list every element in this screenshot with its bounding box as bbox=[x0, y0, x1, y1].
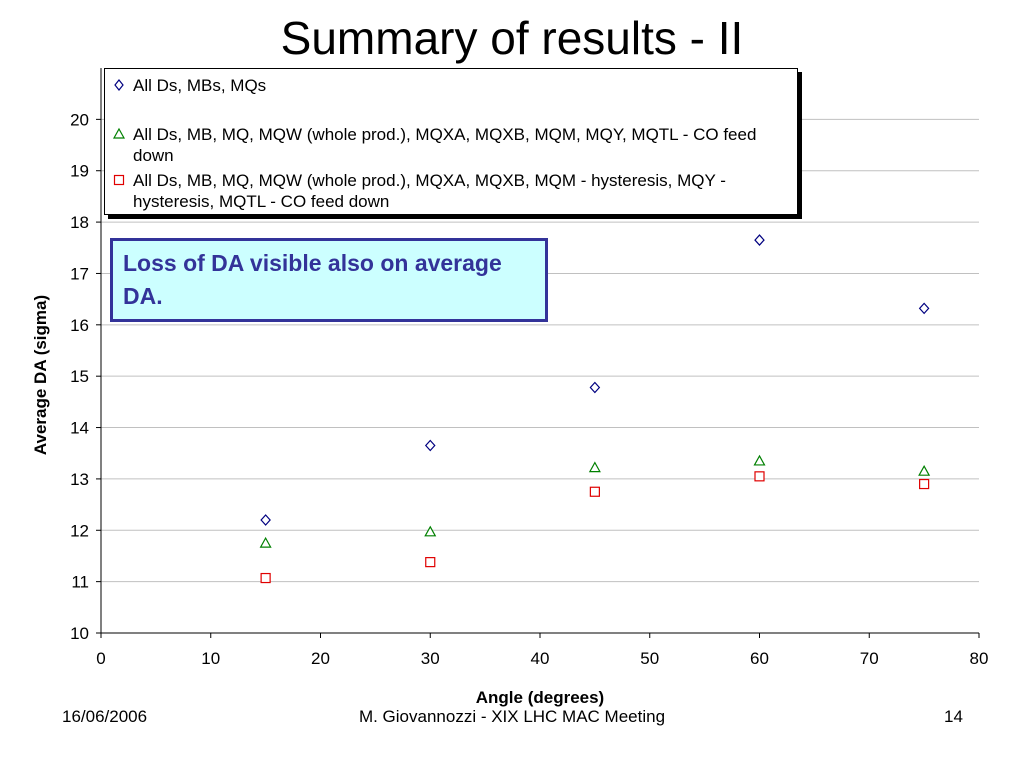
data-point-series-2-angle-60 bbox=[753, 454, 766, 466]
x-tick-label: 20 bbox=[311, 649, 330, 668]
x-tick-label: 50 bbox=[640, 649, 659, 668]
data-point-series-1-angle-15 bbox=[260, 514, 271, 526]
x-tick-label: 10 bbox=[201, 649, 220, 668]
x-tick-label: 40 bbox=[531, 649, 550, 668]
data-point-series-3-angle-15 bbox=[260, 572, 271, 584]
x-axis-label: Angle (degrees) bbox=[476, 688, 604, 707]
data-point-series-2-angle-45 bbox=[588, 461, 601, 473]
triangle-marker-icon bbox=[112, 127, 126, 139]
square-marker-icon bbox=[113, 174, 125, 186]
y-tick-label: 19 bbox=[70, 162, 89, 181]
legend-label: All Ds, MB, MQ, MQW (whole prod.), MQXA,… bbox=[133, 171, 726, 211]
data-point-series-1-angle-75 bbox=[918, 302, 930, 315]
axes bbox=[96, 68, 980, 638]
chart-legend: All Ds, MBs, MQs All Ds, MB, MQ, MQW (wh… bbox=[104, 68, 798, 215]
x-tick-label: 60 bbox=[750, 649, 769, 668]
x-tick-label: 0 bbox=[96, 649, 105, 668]
y-tick-label: 12 bbox=[70, 521, 89, 540]
legend-label: All Ds, MBs, MQs bbox=[133, 76, 267, 95]
diamond-marker-icon bbox=[114, 79, 124, 91]
y-tick-label: 14 bbox=[70, 419, 89, 438]
y-tick-label: 20 bbox=[70, 110, 89, 129]
data-point-series-2-angle-75 bbox=[918, 464, 931, 476]
legend-entry-hysteresis: All Ds, MB, MQ, MQW (whole prod.), MQXA,… bbox=[113, 170, 773, 212]
data-points bbox=[259, 234, 931, 584]
data-point-series-2-angle-30 bbox=[424, 525, 437, 537]
footer-presenter: M. Giovannozzi - XIX LHC MAC Meeting bbox=[358, 707, 666, 726]
y-tick-label: 15 bbox=[70, 367, 89, 386]
data-point-series-1-angle-30 bbox=[424, 439, 436, 452]
data-point-series-1-angle-60 bbox=[754, 234, 765, 246]
data-point-series-3-angle-30 bbox=[425, 557, 436, 568]
data-point-series-3-angle-75 bbox=[919, 478, 930, 490]
tick-labels: 10 11 12 13 14 15 16 17 18 19 20 0 10 20 30 40 50 60 70 80 bbox=[70, 110, 988, 668]
y-tick-label: 18 bbox=[70, 213, 89, 232]
y-tick-label: 17 bbox=[70, 264, 89, 283]
y-tick-label: 13 bbox=[70, 470, 89, 489]
page-number: 14 bbox=[944, 707, 963, 726]
x-tick-label: 80 bbox=[970, 649, 989, 668]
y-tick-label: 11 bbox=[71, 573, 89, 592]
data-point-series-3-angle-45 bbox=[589, 486, 600, 497]
y-axis-label: Average DA (sigma) bbox=[31, 295, 50, 455]
data-point-series-1-angle-45 bbox=[589, 381, 601, 394]
legend-label: All Ds, MB, MQ, MQW (whole prod.), MQXA,… bbox=[133, 125, 757, 165]
callout-box: Loss of DA visible also on average DA. bbox=[110, 238, 548, 322]
y-tick-label: 10 bbox=[70, 624, 89, 643]
legend-entry-all-ds-mbs-mqs: All Ds, MBs, MQs bbox=[114, 75, 773, 96]
y-tick-label: 16 bbox=[70, 316, 89, 335]
data-point-series-2-angle-15 bbox=[259, 536, 272, 548]
x-tick-label: 30 bbox=[421, 649, 440, 668]
legend-entry-co-feed-down: All Ds, MB, MQ, MQW (whole prod.), MQXA,… bbox=[112, 124, 773, 166]
x-tick-label: 70 bbox=[860, 649, 879, 668]
data-point-series-3-angle-60 bbox=[754, 471, 765, 482]
slide-title: Summary of results - II bbox=[280, 12, 744, 64]
footer-date: 16/06/2006 bbox=[62, 707, 148, 726]
